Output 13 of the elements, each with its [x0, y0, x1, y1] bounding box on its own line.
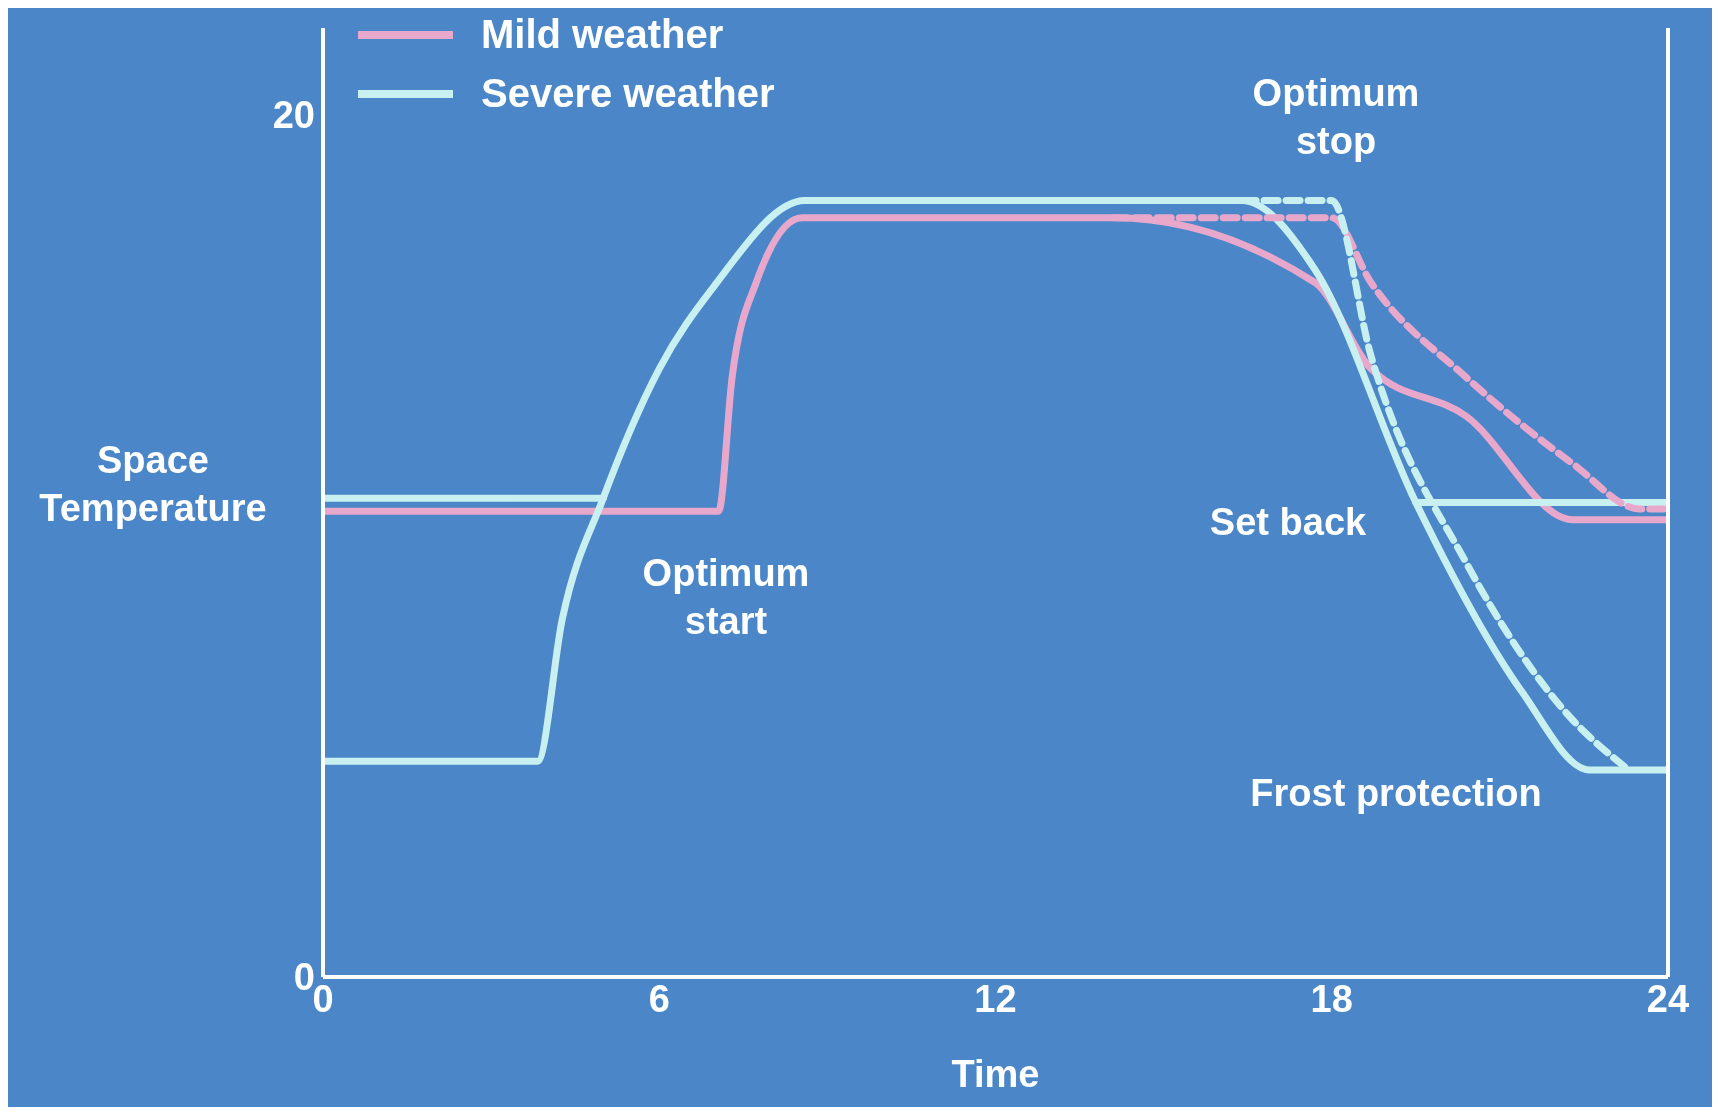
- x-axis-title: Time: [951, 1053, 1040, 1095]
- annotation: Set back: [1209, 501, 1368, 544]
- y-tick-label: 20: [272, 93, 315, 136]
- annotation: Frost protection: [1250, 772, 1542, 815]
- legend-label: Severe weather: [481, 71, 775, 116]
- annotation: Optimum start: [642, 552, 810, 643]
- x-tick-label: 12: [974, 977, 1017, 1020]
- annotation: Optimum stop: [1252, 72, 1420, 163]
- x-tick-label: 18: [1310, 977, 1353, 1020]
- x-tick-label: 24: [1646, 977, 1690, 1020]
- legend-label: Mild weather: [481, 12, 724, 57]
- x-tick-label: 6: [648, 977, 670, 1020]
- y-axis-title: Space Temperature: [39, 438, 267, 529]
